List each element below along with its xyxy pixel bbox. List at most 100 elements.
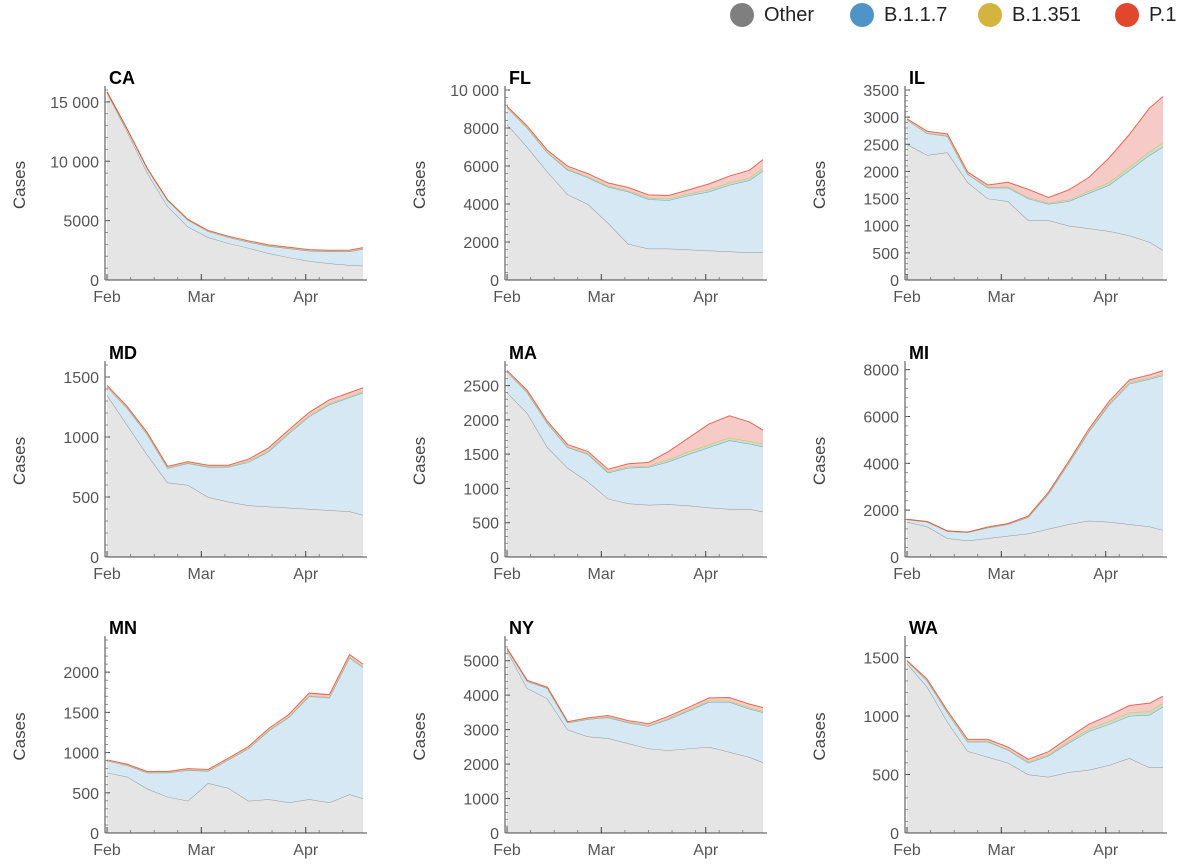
line-mn-p1 [106,653,364,772]
y-tick-label-ca: 0 [90,273,99,290]
y-tick-label-mi: 8000 [863,363,899,380]
y-tick-label-mn: 1000 [63,746,99,763]
y-axis-label-ny: Cases [410,712,429,760]
y-tick-label-il: 500 [872,246,899,263]
y-tick-label-il: 1500 [863,192,899,209]
y-tick-label-wa: 1000 [863,709,899,726]
line-ca-p1 [106,91,364,251]
legend-swatch-p1 [1115,3,1139,27]
legend-item-b117: B.1.1.7 [850,3,947,27]
x-tick-label-ca: Feb [93,289,121,306]
y-tick-label-ma: 1500 [463,447,499,464]
y-tick-label-il: 3500 [863,83,899,100]
area-wa-b117 [907,661,1163,777]
x-tick-label-wa: Feb [893,842,921,859]
line-wa-other [906,663,1163,778]
area-mi-other [907,520,1163,557]
area-ny-b117 [507,648,763,763]
line-md-p1 [106,385,364,467]
y-tick-label-il: 2000 [863,164,899,181]
panel-title-ny: NY [509,618,534,638]
panel-title-wa: WA [909,618,938,638]
line-wa-p1 [906,660,1164,760]
x-tick-label-ny: Mar [588,842,616,859]
panel-md: 0 500 1000 1500 Feb Mar Apr MD Cases [10,343,367,583]
panel-title-mn: MN [109,618,137,638]
y-axis-label-wa: Cases [810,712,829,760]
panel-fl: 0 2000 4000 6000 8000 10 000 Feb Mar Apr FL Cases [410,68,767,306]
line-il-b1351 [906,119,1164,204]
y-tick-label-ny: 1000 [463,792,499,809]
y-tick-label-mi: 0 [890,550,899,567]
legend-item-p1: P.1 [1115,3,1176,27]
legend-label-b1351: B.1.351 [1012,3,1081,26]
legend-swatch-other [730,3,754,27]
x-tick-label-il: Mar [988,289,1016,306]
y-tick-label-wa: 0 [890,826,899,843]
area-md-other [107,395,363,557]
area-fl-other [507,124,763,280]
x-tick-label-ca: Mar [188,289,216,306]
y-axis-label-fl: Cases [410,161,429,209]
y-axis-label-ma: Cases [410,437,429,485]
y-tick-label-ca: 5000 [63,214,99,231]
panel-title-il: IL [909,68,925,88]
y-tick-label-ny: 2000 [463,757,499,774]
y-tick-label-mi: 4000 [863,456,899,473]
y-tick-label-il: 1000 [863,219,899,236]
x-tick-label-ny: Feb [493,842,521,859]
x-tick-label-md: Feb [93,566,121,583]
x-tick-label-mn: Apr [293,842,319,859]
y-tick-label-ma: 0 [490,550,499,567]
y-tick-label-mn: 0 [90,826,99,843]
y-tick-label-ma: 1000 [463,481,499,498]
area-mn-other [107,772,363,833]
area-ma-b117 [507,371,763,512]
area-ny-other [507,650,763,833]
panel-ny: 0 1000 2000 3000 4000 5000 Feb Mar Apr NY Cases [410,618,767,859]
area-il-other [907,144,1163,280]
y-tick-label-ca: 15 000 [50,95,99,112]
x-tick-label-ma: Feb [493,566,521,583]
line-il-p1 [906,96,1164,199]
panel-mi: 0 2000 4000 6000 8000 Feb Mar Apr MI Cases [810,343,1167,583]
y-tick-label-ny: 3000 [463,723,499,740]
y-tick-label-fl: 2000 [463,235,499,252]
panel-title-ca: CA [109,68,135,88]
area-mn-b117 [107,657,363,803]
legend-item-other: Other [730,3,814,27]
panel-ca: 0 5000 10 000 15 000 Feb Mar Apr CA Cases [10,68,367,306]
line-mi-p1 [906,370,1164,533]
area-ma-other [507,392,763,557]
legend-label-p1: P.1 [1149,3,1177,26]
x-tick-label-fl: Mar [588,289,616,306]
x-tick-label-ma: Mar [588,566,616,583]
y-tick-label-md: 1500 [63,370,99,387]
y-tick-label-mi: 6000 [863,410,899,427]
y-tick-label-fl: 4000 [463,197,499,214]
panel-title-fl: FL [509,68,531,88]
y-tick-label-fl: 10 000 [450,83,499,100]
area-mi-b117 [907,375,1163,541]
x-tick-label-fl: Apr [693,289,719,306]
y-tick-label-wa: 1500 [863,651,899,668]
y-axis-label-mi: Cases [810,437,829,485]
x-tick-label-mn: Mar [188,842,216,859]
legend-swatch-b1351 [978,3,1002,27]
x-tick-label-md: Mar [188,566,216,583]
y-tick-label-ny: 0 [490,826,499,843]
panel-wa: 0 500 1000 1500 Feb Mar Apr WA Cases [810,618,1167,859]
line-ny-p1 [506,648,764,725]
y-tick-label-fl: 0 [490,273,499,290]
area-il-p1 [907,96,1163,203]
y-axis-label-ca: Cases [10,161,29,209]
y-axis-label-md: Cases [10,437,29,485]
y-tick-label-ny: 4000 [463,688,499,705]
y-axis-label-mn: Cases [10,712,29,760]
x-tick-label-mi: Apr [1093,566,1119,583]
line-fl-p1 [506,105,764,196]
panel-title-md: MD [109,343,137,363]
legend-item-b1351: B.1.351 [978,3,1081,27]
y-tick-label-wa: 500 [872,768,899,785]
y-tick-label-il: 2500 [863,137,899,154]
